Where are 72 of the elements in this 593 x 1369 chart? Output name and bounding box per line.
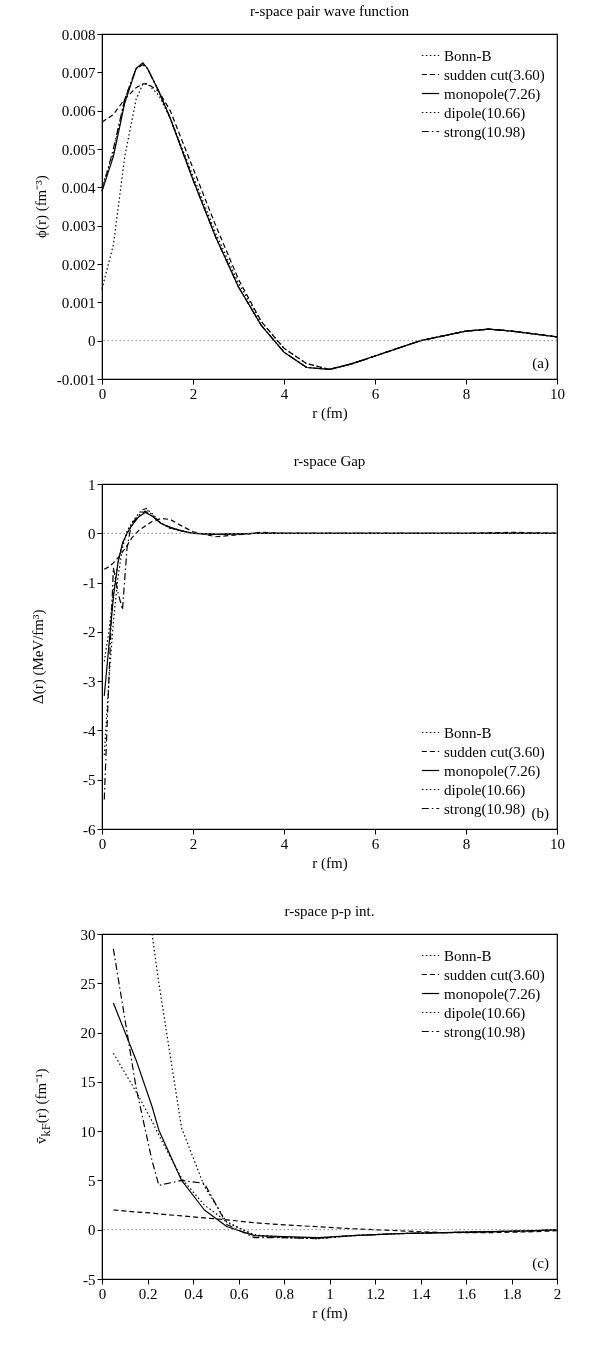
legend-label: sudden cut(3.60) (444, 966, 545, 984)
y-axis-title: ϕ(r) (fm⁻³) (32, 175, 50, 238)
x-tick-label: 1.2 (366, 1285, 385, 1302)
x-tick-label: 0.2 (138, 1285, 158, 1302)
x-tick-label: 0.8 (275, 1285, 294, 1302)
x-tick-label: 6 (371, 385, 380, 402)
x-tick-label: 10 (550, 835, 565, 852)
x-tick-label: 2 (553, 1285, 562, 1302)
y-tick-label: 0.007 (61, 64, 96, 81)
x-tick-label: 0.6 (229, 1285, 249, 1302)
legend-label: dipole(10.66) (444, 104, 526, 122)
y-tick-label: 30 (80, 926, 96, 943)
legend-label: monopole(7.26) (444, 762, 541, 780)
y-tick-label: 0 (88, 1222, 96, 1239)
y-tick-label: 20 (80, 1025, 96, 1042)
x-tick-label: 1 (326, 1285, 334, 1302)
x-tick-label: 1.6 (457, 1285, 477, 1302)
x-tick-label: 8 (462, 835, 471, 852)
x-tick-label: 10 (550, 385, 565, 402)
y-tick-label: 5 (88, 1172, 96, 1189)
y-tick-label: -3 (83, 673, 96, 690)
y-tick-label: -2 (83, 624, 96, 641)
y-tick-label: 10 (80, 1123, 96, 1140)
annotation: (a) (532, 355, 549, 372)
x-axis-title: r (fm) (312, 404, 348, 422)
y-tick-label: 0.008 (61, 26, 96, 43)
y-tick-label: 0.005 (61, 141, 96, 158)
legend-label: sudden cut(3.60) (444, 66, 545, 84)
legend-label: Bonn-B (444, 724, 492, 741)
x-tick-label: 6 (371, 835, 380, 852)
x-tick-label: 4 (280, 835, 289, 852)
y-tick-label: -1 (83, 575, 96, 592)
legend-label: monopole(7.26) (444, 85, 541, 103)
x-axis-title: r (fm) (312, 1304, 348, 1322)
legend-label: strong(10.98) (444, 1023, 526, 1041)
legend-label: dipole(10.66) (444, 781, 526, 799)
y-tick-label: -5 (83, 1271, 96, 1288)
x-tick-label: 4 (280, 385, 289, 402)
chart-title: r-space pair wave function (249, 3, 410, 19)
y-tick-label: 25 (80, 975, 96, 992)
legend-label: dipole(10.66) (444, 1004, 526, 1022)
annotation: (c) (532, 1255, 549, 1272)
x-tick-label: 1.4 (411, 1285, 431, 1302)
legend-label: sudden cut(3.60) (444, 743, 545, 761)
chart-title: r-space p-p int. (284, 903, 375, 919)
y-tick-label: -5 (83, 772, 96, 789)
y-tick-label: 0.001 (61, 294, 96, 311)
legend-label: strong(10.98) (444, 123, 526, 141)
legend-label: monopole(7.26) (444, 985, 541, 1003)
y-tick-label: 0.003 (61, 218, 96, 235)
y-axis-title: Δ(r) (MeV/fm³) (30, 609, 47, 704)
legend-label: strong(10.98) (444, 800, 526, 818)
y-tick-label: 0.002 (61, 256, 96, 273)
x-tick-label: 2 (189, 385, 198, 402)
y-tick-label: -4 (83, 722, 96, 739)
x-tick-label: 0.4 (184, 1285, 204, 1302)
y-tick-label: 0 (88, 333, 96, 350)
y-tick-label: 0.006 (61, 103, 96, 120)
x-tick-label: 8 (462, 385, 471, 402)
y-tick-label: 0 (88, 525, 96, 542)
y-tick-label: -0.001 (56, 371, 96, 388)
y-tick-label: -6 (83, 821, 96, 838)
chart-title: r-space Gap (293, 453, 366, 469)
y-tick-label: 15 (80, 1074, 96, 1091)
x-tick-label: 1.8 (502, 1285, 522, 1302)
y-tick-label: 1 (88, 476, 96, 493)
legend-label: Bonn-B (444, 47, 492, 64)
x-axis-title: r (fm) (312, 854, 348, 872)
y-tick-label: 0.004 (61, 179, 96, 196)
x-tick-label: 2 (189, 835, 198, 852)
legend-label: Bonn-B (444, 947, 492, 964)
annotation: (b) (531, 805, 549, 822)
